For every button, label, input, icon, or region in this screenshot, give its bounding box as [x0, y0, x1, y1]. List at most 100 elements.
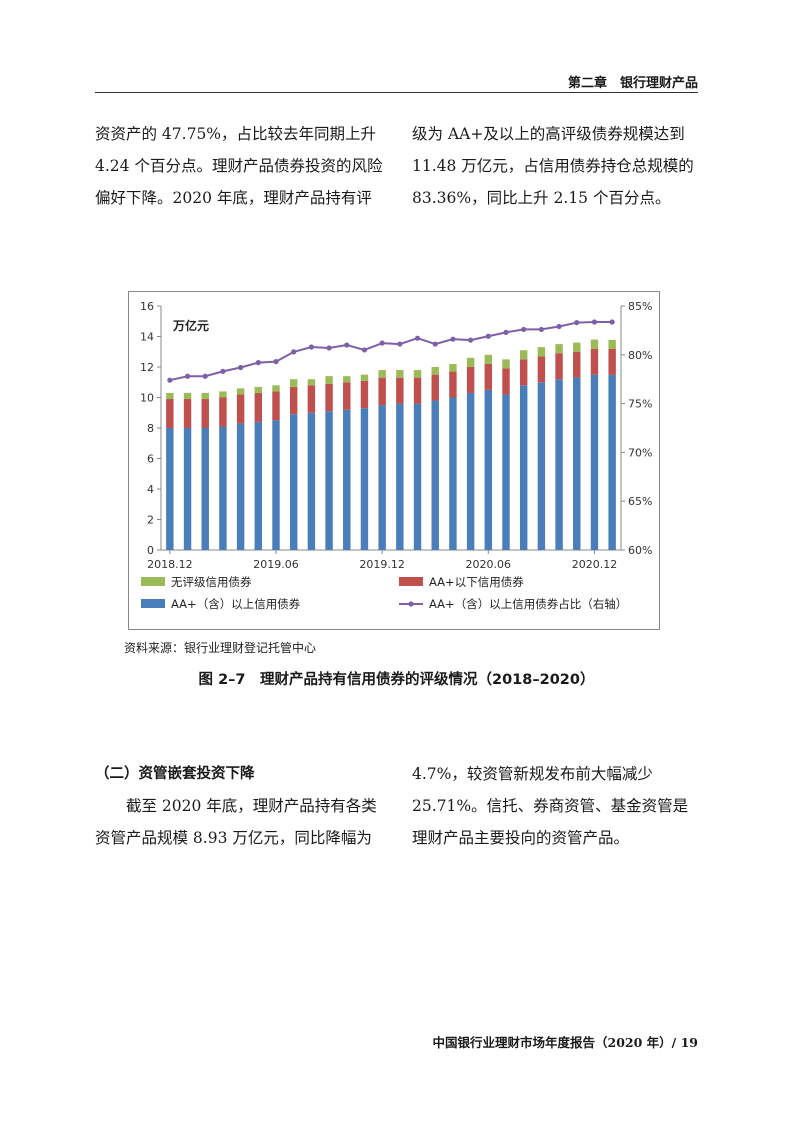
ratio-point — [468, 337, 474, 343]
ratio-point — [485, 333, 491, 339]
legend-swatch — [399, 577, 423, 586]
bar-segment — [555, 379, 563, 550]
x-tick-label: 2019.06 — [253, 558, 299, 571]
page-header: 第二章 银行理财产品 — [95, 62, 698, 93]
bar-segment — [413, 377, 422, 404]
unit-label: 万亿元 — [172, 318, 209, 333]
bar-segment — [502, 359, 510, 369]
bar-segment — [254, 421, 263, 550]
figure-caption: 图 2–7 理财产品持有信用债券的评级情况（2018–2020） — [198, 672, 595, 688]
ratio-point — [556, 323, 562, 330]
bar-segment — [573, 342, 581, 352]
bar-segment — [378, 405, 386, 550]
bar-segment — [219, 391, 227, 398]
bar-segment — [484, 354, 493, 364]
bar-segment — [396, 403, 404, 550]
bar-segment — [360, 380, 369, 409]
bar-segment — [343, 376, 351, 383]
bar-segment — [289, 379, 298, 387]
ratio-point — [291, 349, 297, 355]
legend-marker — [408, 601, 414, 607]
ratio-point — [450, 336, 456, 342]
bar-segment — [484, 389, 493, 550]
paragraph: 级为 AA+及以上的高评级债券规模达到 11.48 万亿元，占信用债券持仓总规模… — [412, 125, 694, 207]
bar-segment — [608, 339, 616, 350]
section-subheading: （二）资管嵌套投资下降 — [95, 766, 255, 782]
bar-segment — [325, 376, 333, 384]
ratio-point — [397, 341, 403, 347]
bar-segment — [166, 428, 174, 550]
bar-segment — [431, 367, 439, 375]
paragraph: 资资产的 47.75%，占比较去年同期上升 4.24 个百分点。理财产品债券投资… — [95, 125, 383, 207]
credit-bond-chart: 0 2 4 6 8 10 12 14 16 60% 65% 70% 75% 80% 85% 万亿元 2018.1… — [128, 291, 660, 630]
y-tick-label: 6 — [147, 453, 154, 466]
bar-segment — [449, 397, 457, 550]
paragraph: 4.7%，较资管新规发布前大幅减少 25.71%。信托、券商资管、基金资管是理财… — [412, 765, 689, 847]
bar-segment — [254, 392, 263, 422]
ratio-point — [184, 373, 191, 379]
bar-segment — [343, 382, 351, 410]
bar-segment — [431, 400, 439, 550]
bar-segment — [396, 377, 404, 404]
x-tick-label: 2020.12 — [572, 558, 618, 571]
legend-label: 无评级信用债券 — [171, 575, 252, 589]
bar-segment — [219, 397, 227, 427]
y-tick-label: 14 — [140, 331, 154, 344]
bar-segment — [590, 348, 599, 375]
right-column-top: 级为 AA+及以上的高评级债券规模达到 11.48 万亿元，占信用债券持仓总规模… — [412, 118, 700, 214]
x-tick-label: 2018.12 — [147, 558, 193, 571]
bar-segment — [502, 394, 510, 550]
y-tick-label: 10 — [140, 392, 154, 405]
ratio-point — [379, 340, 385, 346]
y-tick-label: 16 — [140, 300, 154, 313]
legend-label: AA+以下信用债券 — [429, 575, 524, 589]
bar-segment — [537, 382, 546, 550]
bar-segment — [608, 349, 616, 375]
bar-segment — [183, 399, 192, 428]
y2-tick-label: 65% — [628, 495, 652, 508]
bar-segment — [289, 386, 298, 415]
ratio-point — [609, 319, 615, 325]
y-tick-label: 12 — [140, 361, 154, 374]
ratio-point — [538, 326, 544, 333]
bar-segment — [519, 350, 528, 360]
bar-segment — [396, 370, 404, 378]
ratio-point — [238, 364, 244, 371]
y2-tick-label: 80% — [628, 349, 652, 362]
bar-segment — [537, 347, 546, 357]
bar-segment — [272, 391, 280, 421]
legend-swatch — [141, 577, 165, 586]
ratio-point — [591, 319, 598, 325]
page-footer: 中国银行业理财市场年度报告（2020 年）/ 19 — [432, 1035, 698, 1050]
bar-segment — [537, 356, 546, 383]
bar-segment — [325, 383, 333, 412]
ratio-point — [574, 319, 580, 326]
bar-segment — [272, 420, 280, 550]
legend-label: AA+（含）以上信用债券占比（右轴） — [429, 597, 627, 611]
bar-segment — [166, 399, 174, 428]
ratio-point — [273, 359, 279, 365]
y-tick-label: 8 — [147, 422, 154, 435]
ratio-point — [503, 329, 509, 335]
bar-segment — [307, 379, 316, 386]
bar-segment — [289, 414, 298, 550]
bar-segment — [254, 386, 263, 393]
bar-segment — [573, 377, 581, 550]
bar-segment — [590, 339, 599, 349]
ratio-point — [326, 345, 332, 351]
bar-segment — [413, 370, 422, 378]
bar-segment — [378, 370, 386, 378]
bar-segment — [519, 385, 528, 550]
bar-segment — [360, 374, 369, 381]
ratio-point — [414, 335, 421, 341]
bar-segment — [484, 363, 493, 390]
legend-swatch — [141, 599, 165, 608]
bar-segment — [183, 392, 192, 400]
bar-segment — [219, 426, 227, 550]
bar-segment — [236, 423, 245, 550]
ratio-point — [167, 377, 173, 383]
bar-segment — [413, 403, 422, 550]
bar-segment — [466, 357, 475, 367]
bar-segment — [449, 363, 457, 372]
y2-tick-label: 85% — [628, 300, 652, 313]
